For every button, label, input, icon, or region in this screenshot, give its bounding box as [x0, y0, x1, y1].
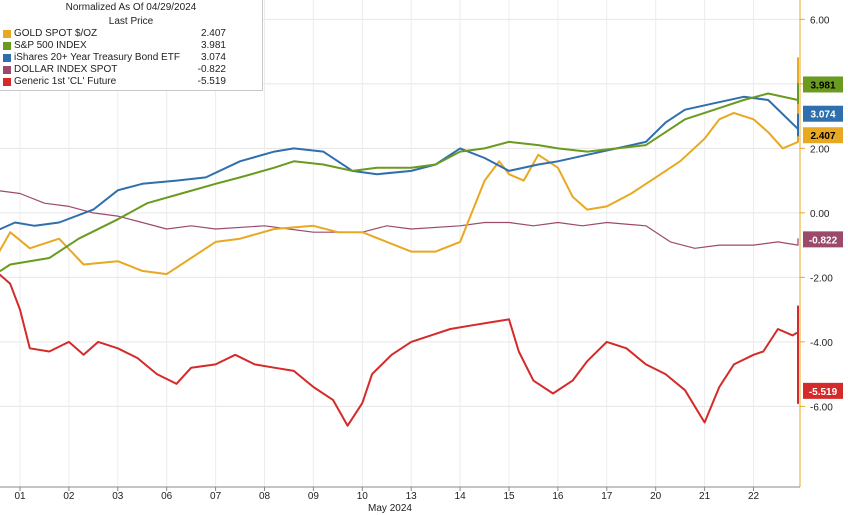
y-tick-label: 2.00: [810, 144, 830, 155]
legend-item-dollar: DOLLAR INDEX SPOT -0.822: [0, 64, 262, 76]
last-value-badge: [803, 231, 843, 248]
x-tick-label: 01: [14, 491, 26, 502]
last-value-badge-label: 3.981: [810, 80, 835, 91]
chart-legend: Normalized As Of 04/29/2024 Last Price G…: [0, 0, 263, 91]
y-tick-label: 0.00: [810, 209, 830, 220]
last-value-badge-label: 2.407: [810, 131, 835, 142]
legend-swatch: [3, 30, 11, 38]
last-value-badge-label: 3.074: [810, 110, 835, 121]
x-tick-label: 09: [308, 491, 320, 502]
legend-item-tlt: iShares 20+ Year Treasury Bond ETF 3.074: [0, 52, 262, 64]
legend-label: DOLLAR INDEX SPOT: [14, 64, 118, 75]
legend-label: GOLD SPOT $/OZ: [14, 28, 98, 39]
x-tick-label: 21: [699, 491, 711, 502]
legend-item-crude: Generic 1st 'CL' Future -5.519: [0, 76, 262, 88]
x-tick-label: 14: [455, 491, 467, 502]
y-tick-label: -6.00: [810, 402, 833, 413]
last-value-badge: [803, 105, 843, 122]
legend-item-sp500: S&P 500 INDEX 3.981: [0, 40, 262, 52]
series-line: [0, 273, 799, 427]
x-tick-label: 10: [357, 491, 369, 502]
last-value-badge-label: -5.519: [809, 387, 838, 398]
x-tick-label: 02: [63, 491, 75, 502]
series-line: [0, 57, 799, 276]
last-value-badge: [803, 127, 843, 144]
last-value-badge: [803, 382, 843, 399]
legend-swatch: [3, 78, 11, 86]
x-tick-label: 03: [112, 491, 124, 502]
legend-item-gold: GOLD SPOT $/OZ 2.407: [0, 28, 262, 40]
legend-label: Generic 1st 'CL' Future: [14, 76, 117, 87]
x-axis-title: May 2024: [368, 503, 412, 514]
legend-swatch: [3, 54, 11, 62]
chart-subtitle: Last Price: [108, 16, 154, 27]
legend-label: S&P 500 INDEX: [14, 40, 87, 51]
y-tick-label: 6.00: [810, 15, 830, 26]
legend-value: 3.981: [200, 40, 226, 51]
series-line: [0, 82, 799, 272]
legend-value: -0.822: [197, 64, 226, 75]
x-tick-label: 22: [748, 491, 760, 502]
legend-swatch: [3, 66, 11, 74]
legend-value: 3.074: [200, 52, 226, 63]
x-tick-label: 06: [161, 491, 173, 502]
x-tick-label: 13: [406, 491, 418, 502]
y-tick-label: -4.00: [810, 338, 833, 349]
chart-series-group: [0, 57, 799, 427]
series-line: [0, 95, 799, 231]
x-tick-label: 17: [601, 491, 613, 502]
x-tick-label: 07: [210, 491, 222, 502]
legend-label: iShares 20+ Year Treasury Bond ETF: [14, 52, 180, 63]
y-tick-label: -2.00: [810, 273, 833, 284]
x-tick-labels: 01 02 03 06 07 08 09 10 13 14 15 16 17 20 21 22: [14, 487, 759, 502]
last-value-badge: [803, 76, 843, 93]
x-tick-label: 08: [259, 491, 271, 502]
last-value-badge-label: -0.822: [809, 235, 838, 246]
last-value-badges: 3.981 3.074 2.407 -0.822 -5.519: [803, 76, 843, 399]
series-line: [0, 190, 799, 249]
x-tick-label: 16: [552, 491, 564, 502]
legend-swatch: [3, 42, 11, 50]
x-tick-label: 20: [650, 491, 662, 502]
y-tick-labels: 6.004.002.000.00-2.00-4.00-6.00: [800, 15, 833, 413]
legend-value: -5.519: [197, 76, 226, 87]
chart-title: Normalized As Of 04/29/2024: [65, 2, 197, 13]
x-tick-label: 15: [503, 491, 515, 502]
legend-value: 2.407: [200, 28, 226, 39]
